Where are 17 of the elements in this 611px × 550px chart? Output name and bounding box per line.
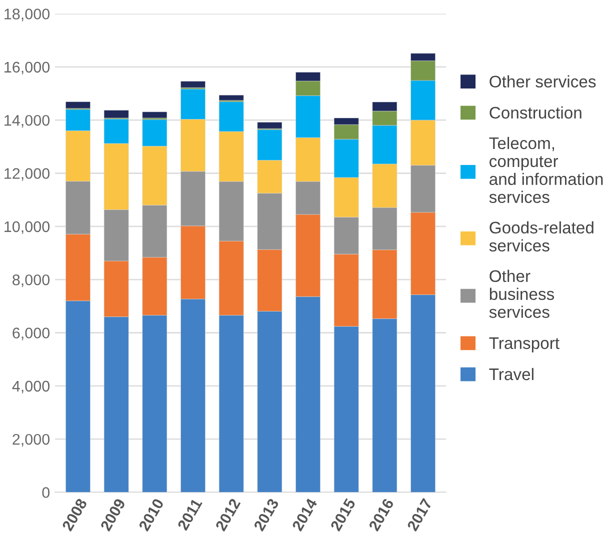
legend-label: Other services — [490, 75, 596, 88]
y-tick-label: 2,000 — [12, 434, 50, 447]
y-tick-label: 6,000 — [12, 328, 50, 340]
legend-label: Construction — [490, 106, 582, 119]
y-tick-label: 8,000 — [12, 274, 50, 288]
legend-label: Goods-related services — [489, 221, 594, 252]
y-tick-label: 18,000 — [4, 8, 50, 22]
y-tick-label: 10,000 — [4, 221, 50, 234]
legend-label: Travel — [489, 368, 534, 380]
y-tick-label: 14,000 — [4, 114, 50, 128]
y-tick-label: 16,000 — [4, 62, 50, 74]
legend-label: Other business services — [489, 270, 554, 318]
y-tick-label: 0 — [42, 487, 50, 498]
y-tick-label: 4,000 — [12, 380, 50, 394]
legend-label: Telecom, computer and information services — [489, 136, 603, 204]
legend-label: Transport — [489, 337, 560, 352]
y-tick-label: 12,000 — [4, 168, 50, 181]
